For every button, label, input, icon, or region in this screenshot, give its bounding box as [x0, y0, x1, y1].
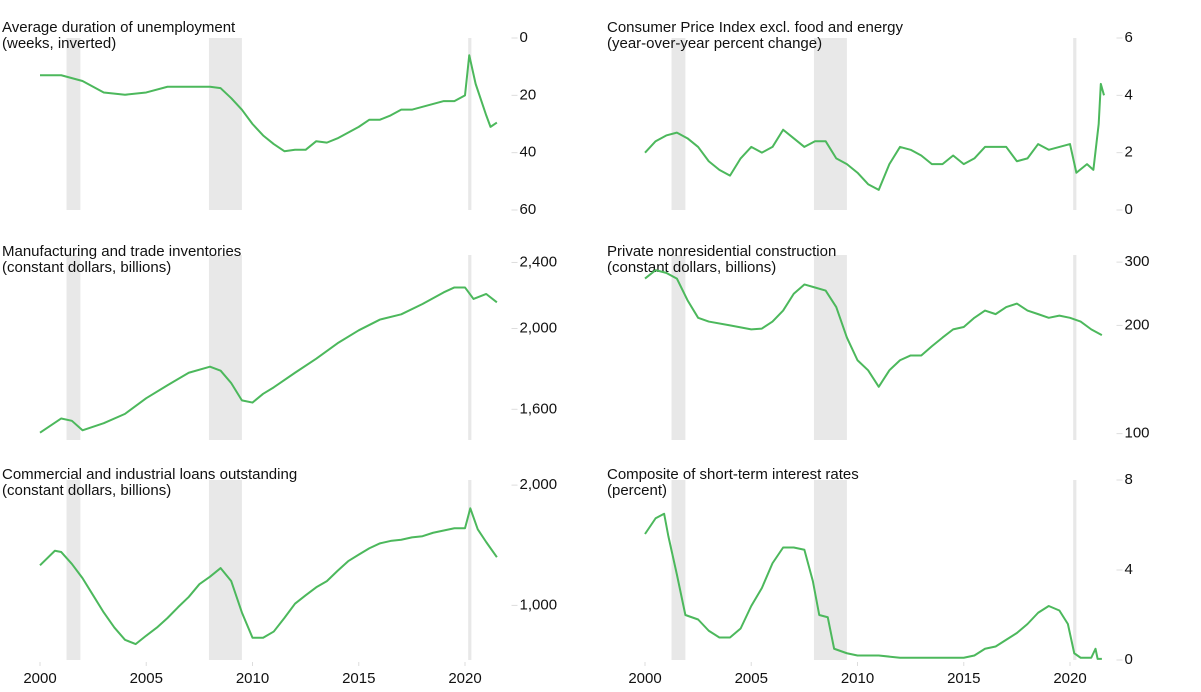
data-line [644, 82, 1105, 191]
recession-shade [671, 38, 686, 210]
x-tick-label: 2000 [23, 670, 56, 687]
data-line [39, 286, 498, 434]
x-tick-label: 2010 [841, 670, 874, 687]
recession-shade [66, 480, 81, 660]
x-tick-label: 2010 [236, 670, 269, 687]
y-tick-label: 2,000 [520, 476, 558, 493]
data-line [644, 512, 1102, 660]
y-tick-label: 4 [1125, 86, 1133, 103]
y-tick-label: 2,400 [520, 253, 558, 270]
recession-shade [468, 38, 472, 210]
recession-shade [671, 255, 686, 440]
y-tick-label: 2 [1125, 144, 1133, 161]
y-tick-label: 6 [1125, 29, 1133, 46]
y-tick-label: 200 [1125, 316, 1150, 333]
y-tick-label: 2,000 [520, 319, 558, 336]
y-tick-label: 0 [520, 29, 528, 46]
chart-subtitle: (year-over-year percent change) [607, 35, 822, 52]
y-tick-label: 1,000 [520, 596, 558, 613]
recession-shade [1073, 38, 1077, 210]
data-line [39, 507, 498, 646]
x-tick-label: 2020 [448, 670, 481, 687]
chart-subtitle: (percent) [607, 482, 667, 499]
y-tick-label: 40 [520, 144, 537, 161]
recession-shade [66, 255, 81, 440]
y-tick-label: 300 [1125, 253, 1150, 270]
data-line [40, 54, 498, 153]
x-tick-label: 2015 [947, 670, 980, 687]
data-line [644, 269, 1103, 388]
recession-shade [813, 38, 847, 210]
recession-shade [1073, 480, 1077, 660]
chart-subtitle: (weeks, inverted) [2, 35, 116, 52]
chart-subtitle: (constant dollars, billions) [2, 259, 171, 276]
y-tick-label: 0 [1125, 651, 1133, 668]
y-tick-label: 0 [1125, 201, 1133, 218]
x-tick-label: 2000 [628, 670, 661, 687]
recession-shade [66, 38, 81, 210]
chart-title: Consumer Price Index excl. food and ener… [607, 19, 903, 36]
recession-shade [208, 480, 242, 660]
recession-shade [468, 480, 472, 660]
recession-shade [1073, 255, 1077, 440]
y-tick-label: 8 [1125, 471, 1133, 488]
x-tick-label: 2015 [342, 670, 375, 687]
y-tick-label: 20 [520, 86, 537, 103]
chart-title: Private nonresidential construction [607, 243, 836, 260]
chart-subtitle: (constant dollars, billions) [607, 259, 776, 276]
recession-shade [208, 38, 242, 210]
x-tick-label: 2020 [1053, 670, 1086, 687]
y-tick-label: 1,600 [520, 400, 558, 417]
chart-title: Average duration of unemployment [2, 19, 236, 36]
y-tick-label: 4 [1125, 561, 1133, 578]
y-tick-label: 100 [1125, 425, 1150, 442]
y-tick-label: 60 [520, 201, 537, 218]
chart-title: Composite of short-term interest rates [607, 466, 859, 483]
x-tick-label: 2005 [735, 670, 768, 687]
recession-shade [208, 255, 242, 440]
chart-title: Commercial and industrial loans outstand… [2, 466, 297, 483]
recession-shade [468, 255, 472, 440]
chart-subtitle: (constant dollars, billions) [2, 482, 171, 499]
recession-shade [671, 480, 686, 660]
chart-title: Manufacturing and trade inventories [2, 243, 241, 260]
recession-shade [813, 255, 847, 440]
x-tick-label: 2005 [130, 670, 163, 687]
